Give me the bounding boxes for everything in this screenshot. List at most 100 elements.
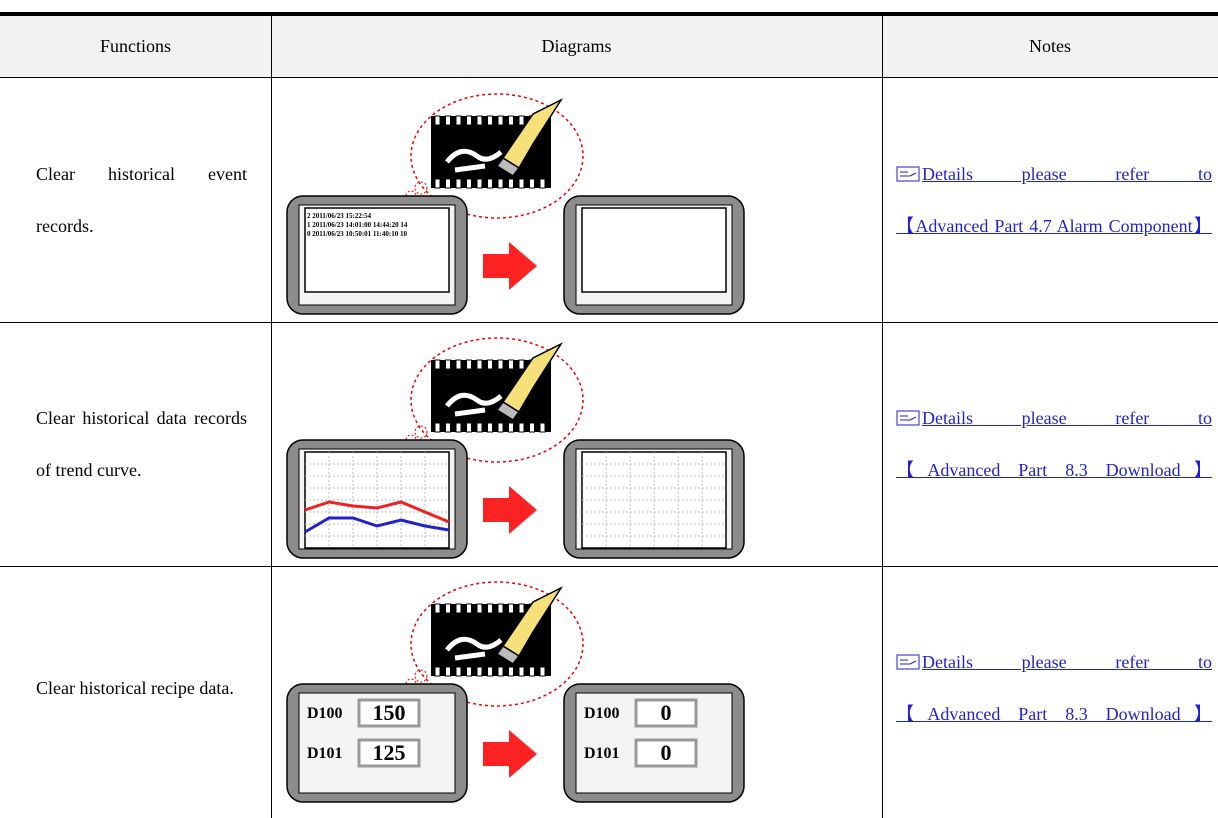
diagram <box>286 337 745 559</box>
chip-pin <box>508 115 514 126</box>
register-field <box>357 738 421 768</box>
note-paragraph: Details please refer to 【Advanced Part 4.… <box>896 148 1212 252</box>
chip-pin <box>445 178 451 189</box>
register-label: D100 <box>307 705 343 722</box>
chip-marking <box>445 392 503 417</box>
refer-icon <box>896 410 920 426</box>
function-text: Clear historical event records. <box>36 164 247 236</box>
header-diagrams: Diagrams <box>271 16 882 78</box>
register-value: 125 <box>373 740 406 765</box>
chip-pin <box>497 115 504 126</box>
chip-pin <box>497 178 504 189</box>
chip-pin <box>476 359 483 370</box>
chip-pin <box>539 666 546 677</box>
diagram: D100 150 D101 125 D100 0 D101 0 <box>286 581 745 803</box>
chip-pin <box>487 178 493 189</box>
row-divider <box>0 566 1218 567</box>
trend-red <box>304 500 450 524</box>
note-lead: Details please refer to <box>922 408 1212 428</box>
chip-pin <box>539 422 546 433</box>
chip-pin <box>434 422 441 433</box>
note-link[interactable]: Details please refer to 【Advanced Part 8.… <box>896 408 1212 480</box>
chip-pin <box>487 115 493 126</box>
column-divider <box>271 16 272 818</box>
chip-pin <box>487 603 493 614</box>
functions-table: Functions Diagrams Notes Clear historica… <box>0 12 1218 818</box>
chip-pin <box>455 666 462 677</box>
chip-pin <box>508 666 514 677</box>
chip-pin <box>529 422 535 433</box>
chip-pin <box>476 178 483 189</box>
chip-pin <box>455 422 462 433</box>
event-list-cleared <box>581 207 727 293</box>
chip-pin <box>466 422 472 433</box>
note-lead: Details please refer to <box>922 164 1212 184</box>
header-notes: Notes <box>882 16 1218 78</box>
chip-pin <box>455 603 462 614</box>
register-field <box>634 738 698 768</box>
chip-pin <box>497 359 504 370</box>
note-paragraph: Details please refer to 【Advanced Part 8.… <box>896 392 1212 496</box>
chip-pin <box>476 115 483 126</box>
register-field <box>357 698 421 728</box>
chip-pin <box>508 359 514 370</box>
chip-pin <box>434 359 441 370</box>
chip-pin <box>508 178 514 189</box>
note-cell: Details please refer to 【Advanced Part 8.… <box>882 322 1218 566</box>
refer-icon <box>896 166 920 182</box>
focus-ellipse <box>410 337 584 463</box>
eraser-tip <box>495 644 521 666</box>
chip-pin <box>518 115 525 126</box>
note-cell: Details please refer to 【Advanced Part 4.… <box>882 78 1218 322</box>
note-cell: Details please refer to 【Advanced Part 8.… <box>882 566 1218 810</box>
chip-pin <box>487 359 493 370</box>
note-lead: Details please refer to <box>922 652 1212 672</box>
note-link[interactable]: Details please refer to 【Advanced Part 8.… <box>896 652 1212 724</box>
register-value: 150 <box>373 700 406 725</box>
chip-pin <box>518 178 525 189</box>
eraser-tip <box>495 156 521 178</box>
refer-icon-hand <box>900 415 917 421</box>
function-text: Clear historical recipe data. <box>36 678 234 698</box>
focus-ellipse <box>410 93 584 219</box>
note-link-text: 【Advanced Part 4.7 Alarm Component】 <box>896 216 1212 236</box>
chip-pin <box>466 603 472 614</box>
register-field <box>634 698 698 728</box>
chip-pin <box>445 359 451 370</box>
eraser-tip <box>495 400 521 422</box>
chip-pin <box>434 603 441 614</box>
chip-pin <box>497 603 504 614</box>
note-paragraph: Details please refer to 【Advanced Part 8.… <box>896 636 1212 740</box>
refer-icon-hand <box>900 659 917 665</box>
chip-pin <box>497 422 504 433</box>
column-divider <box>882 16 883 818</box>
event-list <box>304 207 450 293</box>
chip-pin <box>445 422 451 433</box>
chip-marking <box>445 636 503 661</box>
event-line: 1 2011/06/23 14:01:00 14:44:20 14 <box>307 221 408 229</box>
chip-pin <box>445 115 451 126</box>
chip-pin <box>434 115 441 126</box>
bubble <box>414 181 428 195</box>
red-arrow <box>483 486 537 534</box>
event-line: 0 2011/06/23 10:50:01 11:40:10 10 <box>307 230 407 238</box>
red-arrow <box>483 242 537 290</box>
chip-pin <box>529 178 535 189</box>
chip-pin <box>476 422 483 433</box>
header-functions: Functions <box>0 16 271 78</box>
chip-pin <box>518 666 525 677</box>
chip-pin <box>508 422 514 433</box>
chip-pin <box>518 359 525 370</box>
function-text: Clear historical data records of trend c… <box>36 408 247 480</box>
chip-pin <box>518 422 525 433</box>
chip-pin <box>529 666 535 677</box>
register-label: D101 <box>307 745 343 762</box>
note-link[interactable]: Details please refer to 【Advanced Part 4.… <box>896 164 1212 236</box>
trend-blue <box>304 516 450 534</box>
register-label: D100 <box>584 705 620 722</box>
chip-pin <box>455 359 462 370</box>
note-link-text: 【Advanced Part 8.3 Download】 <box>896 704 1212 724</box>
register-value: 0 <box>661 700 672 725</box>
chip-pin <box>508 603 514 614</box>
